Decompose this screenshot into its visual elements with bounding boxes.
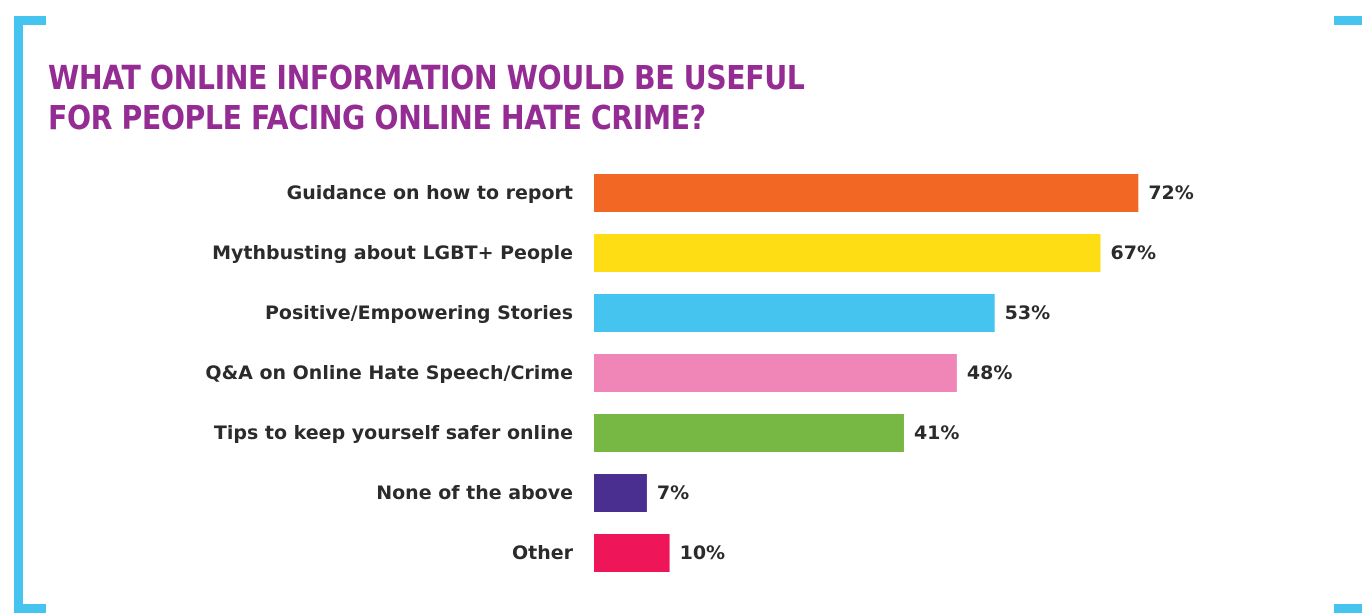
bar [594, 234, 1101, 272]
category-label: Q&A on Online Hate Speech/Crime [205, 362, 573, 384]
value-label: 7% [657, 482, 689, 504]
chart-title: WHAT ONLINE INFORMATION WOULD BE USEFUL … [48, 58, 805, 138]
right-bracket-bottom [1334, 604, 1362, 613]
category-label: None of the above [376, 482, 573, 504]
bar [594, 534, 670, 572]
bar [594, 174, 1139, 212]
value-label: 72% [1148, 182, 1193, 204]
bar [594, 474, 647, 512]
value-label: 10% [680, 542, 725, 564]
category-label: Guidance on how to report [287, 182, 573, 204]
category-label: Other [512, 542, 574, 564]
left-bracket-top [14, 16, 46, 25]
bar [594, 294, 995, 332]
chart-title-line-2: FOR PEOPLE FACING ONLINE HATE CRIME? [48, 98, 706, 137]
left-bracket-vertical [14, 16, 23, 613]
bar [594, 354, 957, 392]
left-bracket-bottom [14, 604, 46, 613]
value-label: 41% [914, 422, 959, 444]
value-label: 67% [1111, 242, 1156, 264]
right-bracket-top [1334, 16, 1362, 25]
category-label: Positive/Empowering Stories [265, 302, 573, 324]
value-label: 48% [967, 362, 1012, 384]
bar [594, 414, 904, 452]
value-label: 53% [1005, 302, 1050, 324]
category-label: Tips to keep yourself safer online [214, 422, 573, 444]
chart-title-line-1: WHAT ONLINE INFORMATION WOULD BE USEFUL [48, 58, 805, 97]
category-label: Mythbusting about LGBT+ People [212, 242, 573, 264]
